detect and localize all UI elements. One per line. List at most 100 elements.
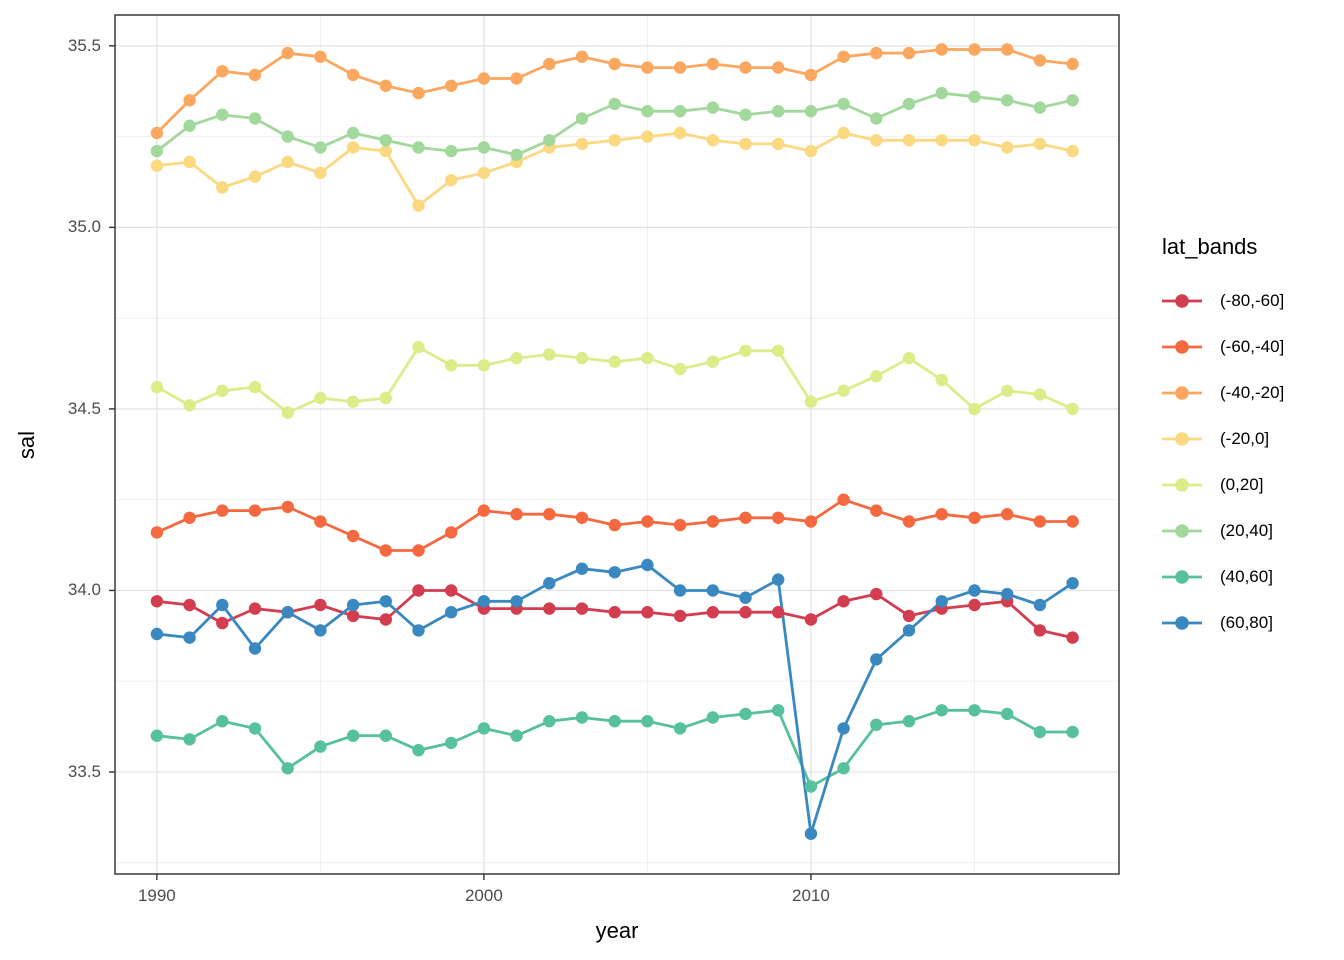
data-point-(60,80]-1991: [183, 631, 196, 644]
data-point-(0,20]-1993: [248, 380, 262, 394]
data-point-(20,40]-2017: [1033, 101, 1047, 114]
data-point-(-80,-60]-2010: [804, 613, 818, 626]
legend-item-(-40,-20]: (-40,-20]: [1160, 370, 1344, 416]
data-point-(-80,-60]-2009: [772, 606, 785, 619]
data-point-(-20,0]-1997: [379, 144, 392, 158]
data-point-(-60,-40]-1999: [445, 526, 458, 539]
data-point-(60,80]-1999: [445, 606, 458, 619]
legend-item-label: (-80,-60]: [1220, 291, 1285, 310]
data-point-(60,80]-2015: [968, 584, 981, 597]
data-point-(0,20]-2009: [772, 344, 785, 357]
data-point-(40,60]-1991: [183, 733, 196, 746]
data-point-(-20,0]-2013: [902, 134, 916, 147]
data-point-(40,60]-1999: [445, 736, 458, 750]
data-point-(-20,0]-2009: [772, 137, 785, 151]
data-point-(-60,-40]-1996: [346, 529, 360, 543]
legend-item-(0,20]: (0,20]: [1160, 462, 1344, 508]
data-point-(-60,-40]-2001: [510, 508, 523, 521]
data-point-(60,80]-2017: [1033, 598, 1047, 612]
legend: lat_bands (-80,-60] (-60,-40] (-40,-20] (-2…: [1160, 234, 1344, 646]
data-point-(-40,-20]-2007: [706, 57, 719, 71]
data-point-(60,80]-1990: [150, 627, 164, 641]
data-point-(20,40]-1998: [412, 141, 425, 154]
data-point-(-40,-20]-2003: [575, 50, 589, 63]
data-point-(60,80]-2018: [1066, 577, 1079, 590]
data-point-(-20,0]-2018: [1066, 144, 1079, 158]
data-point-(20,40]-1991: [183, 119, 196, 132]
data-point-(-60,-40]-1995: [314, 515, 327, 528]
x-tick-label: 2010: [792, 886, 830, 905]
data-point-(-80,-60]-2013: [902, 609, 916, 623]
data-point-(0,20]-2016: [1001, 384, 1014, 397]
data-point-(60,80]-1995: [314, 624, 327, 637]
legend-item-(60,80]: (60,80]: [1160, 600, 1344, 646]
legend-item-label: (60,80]: [1220, 613, 1273, 632]
data-point-(20,40]-1999: [445, 144, 458, 158]
data-point-(20,40]-2004: [608, 97, 621, 111]
data-point-(0,20]-1994: [281, 406, 294, 419]
data-point-(40,60]-2001: [510, 729, 523, 742]
data-point-(-80,-60]-2002: [543, 602, 556, 615]
plot-panel: [115, 15, 1119, 874]
data-point-(60,80]-2003: [575, 562, 589, 575]
data-point-(-20,0]-1995: [314, 166, 327, 180]
data-point-(0,20]-1992: [216, 384, 229, 397]
data-point-(60,80]-1994: [281, 606, 294, 619]
data-point-(-60,-40]-2004: [608, 518, 621, 532]
data-point-(-60,-40]-2018: [1066, 515, 1079, 528]
data-point-(60,80]-2014: [935, 595, 948, 608]
data-point-(-80,-60]-2006: [673, 609, 687, 623]
data-point-(-60,-40]-2012: [870, 504, 883, 517]
data-point-(-20,0]-1999: [445, 174, 458, 187]
data-point-(-80,-60]-1999: [445, 584, 458, 597]
legend-key: [1162, 294, 1202, 308]
data-point-(20,40]-2009: [772, 105, 785, 118]
data-point-(-20,0]-2007: [706, 134, 719, 147]
data-point-(40,60]-2014: [935, 704, 948, 717]
y-tick-label: 35.0: [67, 217, 101, 237]
data-point-(-80,-60]-2005: [641, 606, 654, 619]
data-point-(20,40]-2010: [804, 105, 818, 118]
data-point-(40,60]-2011: [837, 762, 850, 775]
data-point-(-20,0]-1990: [150, 159, 164, 172]
data-point-(20,40]-2013: [902, 97, 916, 111]
y-axis-title: sal: [14, 430, 39, 459]
legend-key-point: [1175, 524, 1189, 538]
data-point-(20,40]-1995: [314, 141, 327, 154]
data-point-(40,60]-2015: [968, 704, 981, 717]
data-point-(-60,-40]-1992: [216, 504, 229, 517]
data-point-(40,60]-1993: [248, 722, 262, 735]
data-point-(-80,-60]-1997: [379, 613, 392, 626]
data-point-(60,80]-2001: [510, 595, 523, 608]
data-point-(60,80]-2013: [902, 624, 916, 637]
data-point-(0,20]-2012: [870, 370, 883, 383]
data-point-(40,60]-2006: [673, 722, 687, 735]
data-point-(60,80]-2006: [673, 584, 687, 597]
data-point-(-80,-60]-2004: [608, 606, 621, 619]
data-point-(0,20]-2001: [510, 351, 523, 365]
data-point-(60,80]-2000: [477, 595, 491, 608]
data-point-(-40,-20]-1991: [183, 94, 196, 107]
legend-key: [1162, 478, 1202, 492]
data-point-(-40,-20]-2012: [870, 46, 883, 60]
data-point-(-20,0]-1994: [281, 155, 294, 169]
legend-title: lat_bands: [1162, 234, 1258, 259]
data-point-(40,60]-2004: [608, 715, 621, 728]
data-point-(-40,-20]-2000: [477, 72, 491, 85]
data-point-(-40,-20]-1993: [248, 68, 262, 82]
data-point-(20,40]-1992: [216, 108, 229, 122]
data-point-(-80,-60]-1996: [346, 609, 360, 623]
data-point-(60,80]-2002: [543, 577, 556, 590]
data-point-(40,60]-2003: [575, 711, 589, 724]
data-point-(-80,-60]-2017: [1033, 624, 1047, 637]
data-point-(-80,-60]-2012: [870, 587, 883, 601]
x-tick-label: 1990: [137, 886, 176, 905]
data-point-(-40,-20]-1997: [379, 79, 392, 93]
data-point-(20,40]-1997: [379, 134, 392, 147]
data-point-(0,20]-2007: [706, 355, 719, 368]
legend-item-(-80,-60]: (-80,-60]: [1160, 278, 1344, 324]
data-point-(40,60]-1994: [281, 762, 294, 775]
data-point-(-40,-20]-2010: [804, 68, 818, 82]
